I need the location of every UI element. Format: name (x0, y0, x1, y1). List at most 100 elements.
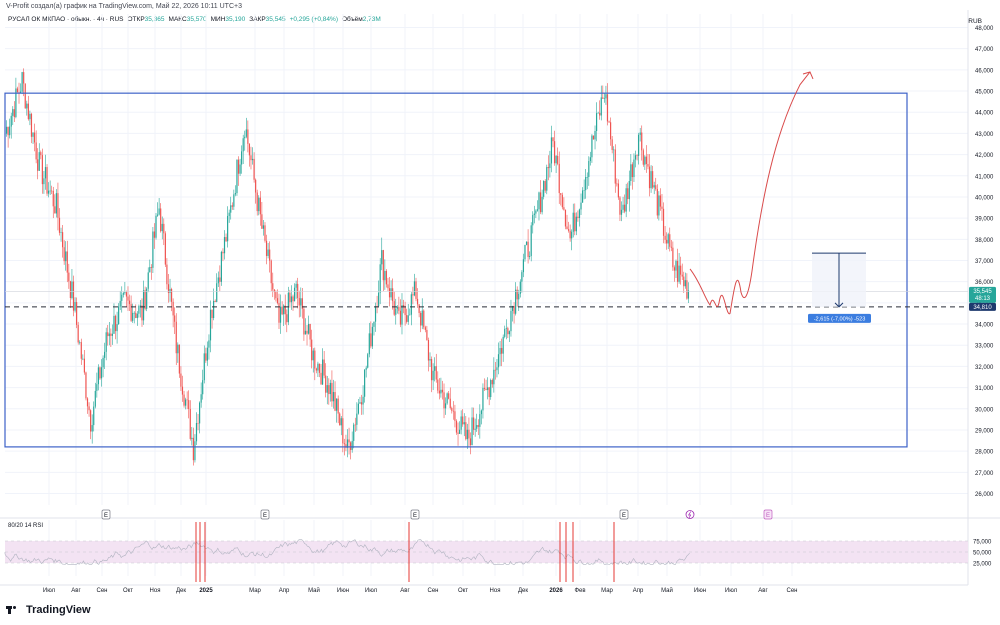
candle-body (41, 155, 43, 185)
candle-body (427, 340, 430, 361)
time-tick-label: Дек (176, 588, 186, 594)
candle-body (290, 296, 293, 303)
candle-body (648, 166, 651, 189)
earnings-marker[interactable]: E (260, 509, 270, 520)
candle-body (606, 94, 609, 122)
candle-body (298, 297, 300, 306)
earnings-marker[interactable]: E (763, 509, 773, 520)
candle-body (650, 171, 652, 189)
candle-body (233, 194, 235, 207)
candle-body (175, 321, 177, 354)
candle-body (253, 158, 255, 180)
candle-body (155, 215, 157, 238)
candle-body (55, 193, 57, 214)
time-tick-label: Окт (123, 588, 133, 594)
candle-body (625, 188, 627, 212)
candle-body (666, 239, 668, 244)
candlestick-series (4, 68, 690, 466)
earnings-marker[interactable]: E (410, 509, 420, 520)
candle-body (471, 417, 473, 446)
candle-body (504, 328, 506, 337)
candle-body (597, 112, 599, 114)
candle-body (163, 223, 165, 234)
candle-body (16, 88, 19, 93)
candle-body (27, 103, 29, 120)
currency-label[interactable]: RUB (968, 18, 982, 25)
candle-body (368, 333, 370, 355)
rsi-indicator-label[interactable]: 80/20 14 RSI (8, 523, 44, 529)
candle-body (312, 350, 314, 361)
candle-body (77, 324, 79, 343)
candle-body (451, 407, 453, 411)
candle-body (141, 305, 143, 321)
price-tick-label: 27,000 (975, 471, 994, 477)
candle-body (647, 163, 649, 167)
candle-body (172, 301, 174, 316)
candle-body (213, 300, 215, 319)
candle-body (547, 167, 549, 169)
line-price-tag-bg (969, 302, 996, 311)
earnings-marker-label: E (622, 513, 626, 519)
tradingview-logo-icon (6, 605, 22, 615)
symbol-name[interactable]: РУСАЛ ОК МКПАО · обыкн. · 4ч · RUS (8, 16, 124, 23)
candle-body (530, 225, 532, 256)
candle-body (645, 156, 648, 164)
candle-body (538, 192, 540, 210)
candle-body (395, 308, 397, 315)
time-tick-label: Июн (337, 588, 349, 594)
high-value: 35,570 (186, 16, 207, 23)
candle-body (153, 231, 156, 238)
rsi-pane: 75,000 50,000 25,000 (4, 522, 992, 582)
candle-body (300, 298, 302, 306)
projection-path (689, 71, 811, 314)
candle-body (47, 190, 50, 194)
candle-body (515, 289, 517, 314)
candle-body (251, 158, 254, 161)
candle-body (250, 155, 252, 161)
candle-body (138, 306, 140, 314)
candle-body (124, 292, 126, 294)
candle-body (362, 396, 364, 405)
candle-body (686, 280, 688, 299)
candle-body (217, 277, 219, 284)
candle-body (628, 181, 630, 200)
candle-body (7, 126, 9, 136)
candle-body (561, 194, 563, 208)
candle-body (595, 113, 598, 131)
candle-body (118, 306, 120, 325)
candle-body (24, 83, 26, 109)
candle-body (342, 418, 344, 444)
candle-body (392, 288, 394, 302)
candle-body (219, 277, 221, 282)
tradingview-brand[interactable]: TradingView (6, 604, 91, 616)
candle-body (177, 344, 179, 354)
earnings-marker[interactable]: E (101, 509, 111, 520)
candle-body (189, 408, 191, 439)
candle-body (259, 197, 261, 215)
candle-body (203, 353, 205, 381)
candle-body (544, 181, 546, 191)
candle-body (304, 330, 307, 335)
measure-arrow-head (834, 302, 844, 308)
candle-body (603, 98, 605, 100)
earnings-marker[interactable]: E (619, 509, 629, 520)
price-axis: 48,000 47,000 46,000 45,000 44,000 43,000 42,0… (975, 26, 994, 498)
line-price-value: 34,810 (973, 305, 992, 311)
candle-body (560, 193, 562, 195)
range-box (4, 92, 908, 448)
candle-body (533, 213, 535, 216)
candle-body (206, 347, 208, 361)
candle-body (337, 398, 339, 414)
candle-body (622, 204, 624, 210)
candle-body (469, 438, 472, 446)
candle-body (293, 287, 296, 302)
candle-body (656, 189, 658, 216)
candle-body (267, 249, 269, 256)
candle-body (156, 214, 159, 216)
time-tick-label: Июн (694, 588, 706, 594)
candle-body (334, 392, 336, 411)
candle-body (592, 135, 595, 140)
candle-body (564, 209, 567, 227)
candle-body (116, 324, 118, 332)
